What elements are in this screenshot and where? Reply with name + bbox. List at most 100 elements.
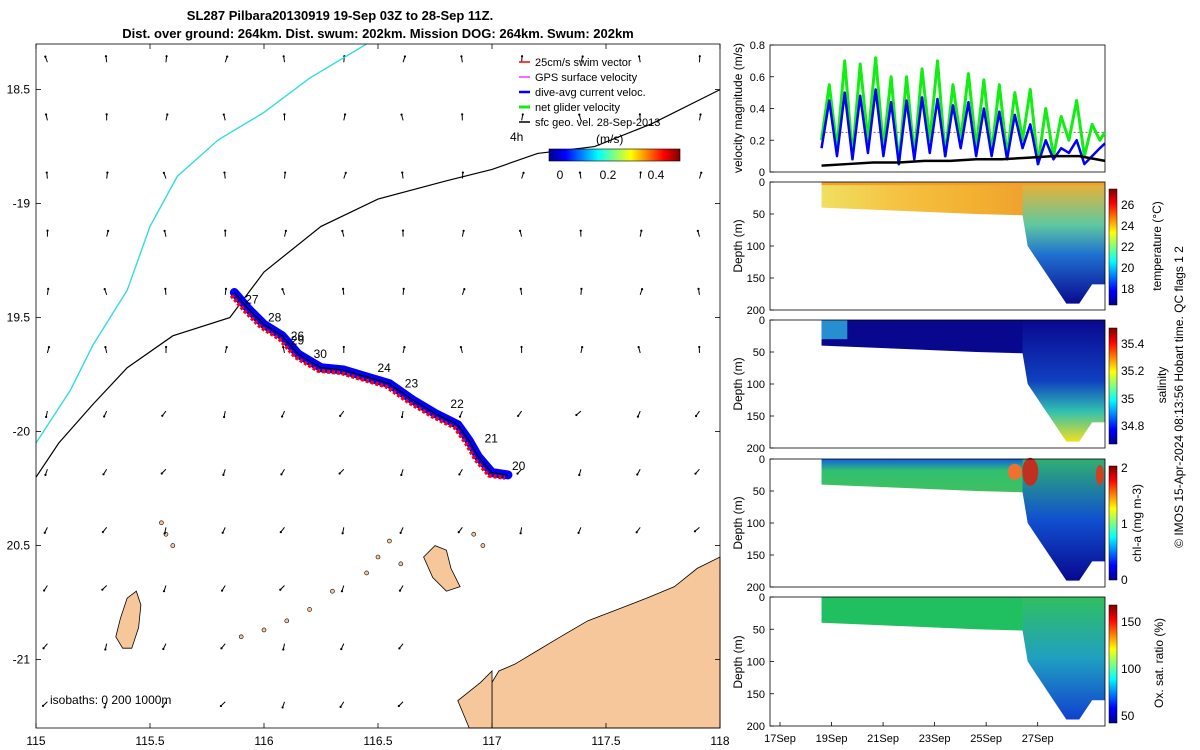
geo-vector-head <box>47 287 50 290</box>
geo-vector-head <box>47 346 51 349</box>
geo-vector-head <box>637 346 640 349</box>
geo-vector-head <box>403 345 406 349</box>
day-label: 24 <box>377 361 391 375</box>
temperature-cbar-label: temperature (°C) <box>1150 201 1164 291</box>
geo-vector-head <box>46 229 49 232</box>
section-shelf-region <box>821 597 1028 631</box>
section-ytick-label: 150 <box>747 273 765 285</box>
isobath-label: isobaths: 0 200 1000m <box>50 693 171 707</box>
small-island <box>398 561 404 567</box>
legend-net-label: net glider velocity <box>535 102 620 114</box>
geo-vector-head <box>338 472 341 475</box>
oxygen-colorbar <box>1108 604 1118 724</box>
legend-current-label: dive-avg current veloc. <box>535 87 646 99</box>
chlorophyll-panel: 2 1 0 chl-a (mg m-3) Depth (m) <box>731 457 1144 588</box>
oxygen-section <box>821 597 1105 720</box>
geo-vector-head <box>340 590 344 593</box>
geo-vector-head <box>458 415 462 418</box>
geo-vector-head <box>462 229 465 232</box>
geo-vector-head <box>164 345 168 349</box>
geo-vector-head <box>577 531 580 534</box>
section-deep-region <box>1022 459 1105 581</box>
geo-vector-head <box>225 346 228 349</box>
small-island <box>330 588 335 594</box>
mainland-coast <box>491 556 721 729</box>
section-ytick-label: 50 <box>753 209 765 221</box>
ox-cbar-50: 50 <box>1121 709 1135 723</box>
small-island <box>471 531 477 537</box>
geo-vector-head <box>519 532 522 535</box>
geo-vector-head <box>161 414 164 417</box>
chl-maximum-patch <box>1022 457 1039 486</box>
day-label: 23 <box>405 377 419 391</box>
temperature-panel: 26 24 22 20 18 temperature (°C) Depth (m… <box>731 181 1164 311</box>
geo-vector-head <box>579 229 582 232</box>
velocity-ytick-label: 0.6 <box>750 72 765 84</box>
velocity-series-line <box>820 88 1106 166</box>
geo-vector-head <box>400 473 403 477</box>
map-ytick-label: -19 <box>13 197 31 211</box>
section-ytick-label: 150 <box>747 411 765 423</box>
geo-vector-head <box>341 532 344 535</box>
geo-vector-head <box>694 472 697 475</box>
geo-vector-head <box>459 346 463 349</box>
temp-cbar-24: 24 <box>1121 219 1135 233</box>
section-ytick-label: 0 <box>759 177 765 189</box>
geo-vector-head <box>281 288 284 291</box>
geo-vector-head <box>162 590 166 593</box>
geo-vector-head <box>42 647 45 650</box>
geo-vector-head <box>580 287 583 290</box>
geo-vector-head <box>280 415 284 418</box>
geo-vector-head <box>458 473 461 476</box>
section-deep-region <box>1022 597 1105 720</box>
small-island <box>170 543 176 548</box>
geo-vector-head <box>162 647 165 651</box>
velocity-series <box>820 56 1107 167</box>
section-ytick-label: 0 <box>759 454 765 466</box>
chl-cbar-0: 0 <box>1121 573 1128 587</box>
geo-vector-head <box>401 229 405 232</box>
temperature-section <box>821 182 1105 304</box>
barrow-island <box>115 590 142 649</box>
salinity-surface-patch <box>821 320 848 340</box>
map-xtick-label: 116 <box>254 734 273 748</box>
geo-vector-head <box>43 589 46 592</box>
map-legend: 25cm/s swim vector GPS surface velocity … <box>510 57 681 182</box>
geo-vector-head <box>696 229 699 232</box>
geo-vector-head <box>282 648 285 651</box>
geo-vector-head <box>220 647 223 650</box>
geo-vector-head <box>104 648 107 651</box>
geo-vector-head <box>518 229 522 232</box>
section-ytick-label: 50 <box>753 347 765 359</box>
geo-vector-head <box>578 113 581 116</box>
colorbar-units: (m/s) <box>596 132 623 146</box>
ox-cbar-100: 100 <box>1121 662 1141 676</box>
salinity-colorbar <box>1108 327 1118 445</box>
temp-cbar-22: 22 <box>1121 240 1135 254</box>
velocity-ytick-label: 0.8 <box>750 40 765 52</box>
geo-vector-head <box>221 531 224 534</box>
geo-vector-head <box>101 530 105 534</box>
geo-vector-head <box>638 55 641 58</box>
map-x-ticks: 115 115.5 116 116.5 117 117.5 118 <box>26 44 730 748</box>
day-label: 27 <box>245 292 259 306</box>
geo-vector-head <box>402 287 405 290</box>
section-ytick-label: 0 <box>759 592 765 604</box>
geo-vector-head <box>697 287 700 290</box>
geo-vector-head <box>698 55 701 58</box>
geo-vector-head <box>103 288 106 291</box>
geo-vector-head <box>219 704 223 708</box>
sal-cbar-34.8: 34.8 <box>1121 419 1145 433</box>
geo-vector-head <box>520 55 524 58</box>
geo-vector-head <box>344 171 347 174</box>
legend-time-label: 4h <box>510 130 523 144</box>
section-xtick-label: 25Sep <box>970 733 1002 745</box>
geo-vector-head <box>280 473 283 476</box>
glider-track <box>229 288 513 480</box>
section-ytick-label: 100 <box>747 379 765 391</box>
section-ytick-label: 200 <box>747 721 765 733</box>
geo-vector-head <box>224 229 227 232</box>
geo-vector-head <box>463 288 466 291</box>
